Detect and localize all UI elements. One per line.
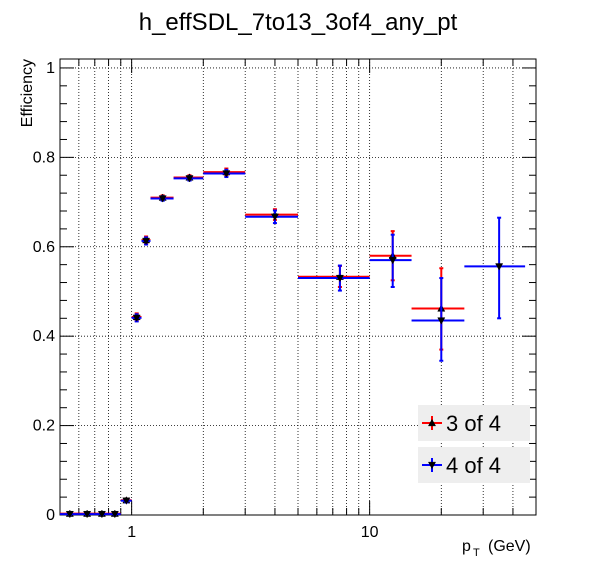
grid-lines bbox=[60, 59, 536, 515]
series-four-of-four bbox=[60, 168, 526, 519]
legend-marker bbox=[427, 418, 437, 427]
data-point bbox=[141, 236, 151, 246]
data-point bbox=[150, 195, 174, 203]
data-point bbox=[131, 313, 142, 323]
point-marker bbox=[142, 237, 151, 246]
data-point bbox=[78, 510, 95, 519]
point-marker bbox=[83, 510, 92, 519]
legend: 3 of 4 4 of 4 bbox=[418, 405, 530, 483]
point-marker bbox=[335, 274, 344, 283]
y-tick-label: 0.2 bbox=[33, 418, 55, 435]
x-axis-label-subscript: T bbox=[473, 547, 480, 559]
data-point bbox=[120, 497, 132, 505]
data-point bbox=[173, 175, 204, 183]
x-axis-label-unit: (GeV) bbox=[488, 538, 531, 555]
y-axis-label: Efficiency bbox=[19, 59, 36, 127]
point-marker bbox=[97, 510, 106, 519]
y-tick-label: 0 bbox=[46, 507, 55, 524]
point-marker bbox=[110, 510, 119, 519]
point-marker bbox=[270, 213, 279, 221]
legend-entry-four-of-four: 4 of 4 bbox=[418, 447, 530, 483]
y-tick-label: 0.6 bbox=[33, 239, 55, 256]
point-marker bbox=[132, 314, 141, 322]
y-tick-label: 1 bbox=[46, 60, 55, 77]
data-point bbox=[203, 168, 246, 179]
data-point bbox=[60, 510, 79, 519]
legend-label: 4 of 4 bbox=[446, 453, 501, 478]
point-marker bbox=[185, 175, 194, 183]
data-point bbox=[298, 264, 370, 292]
x-axis-label-p: p bbox=[462, 538, 471, 555]
point-marker bbox=[65, 510, 74, 519]
legend-entry-three-of-four: 3 of 4 bbox=[418, 405, 530, 441]
point-marker bbox=[388, 257, 397, 265]
x-tick-label: 1 bbox=[127, 524, 136, 541]
y-tick-label: 0.4 bbox=[33, 328, 55, 345]
x-axis-label: p T (GeV) bbox=[462, 538, 531, 559]
legend-marker bbox=[427, 461, 437, 470]
point-marker bbox=[437, 317, 446, 325]
data-series bbox=[60, 167, 526, 519]
legend-label: 3 of 4 bbox=[446, 411, 501, 436]
x-tick-label: 10 bbox=[361, 524, 379, 541]
data-point bbox=[464, 216, 526, 320]
axis-ticks: 1 10 0 0.2 0.4 0.6 0.8 1 bbox=[33, 59, 537, 541]
data-point bbox=[108, 510, 121, 519]
data-point bbox=[94, 510, 109, 519]
chart-title: h_effSDL_7to13_3of4_any_pt bbox=[139, 9, 458, 36]
y-tick-label: 0.8 bbox=[33, 149, 55, 166]
data-point bbox=[245, 209, 298, 225]
point-marker bbox=[222, 170, 231, 178]
point-marker bbox=[158, 195, 167, 203]
data-point bbox=[369, 233, 412, 288]
data-point bbox=[411, 277, 465, 362]
point-marker bbox=[122, 497, 131, 505]
point-marker bbox=[495, 263, 504, 271]
